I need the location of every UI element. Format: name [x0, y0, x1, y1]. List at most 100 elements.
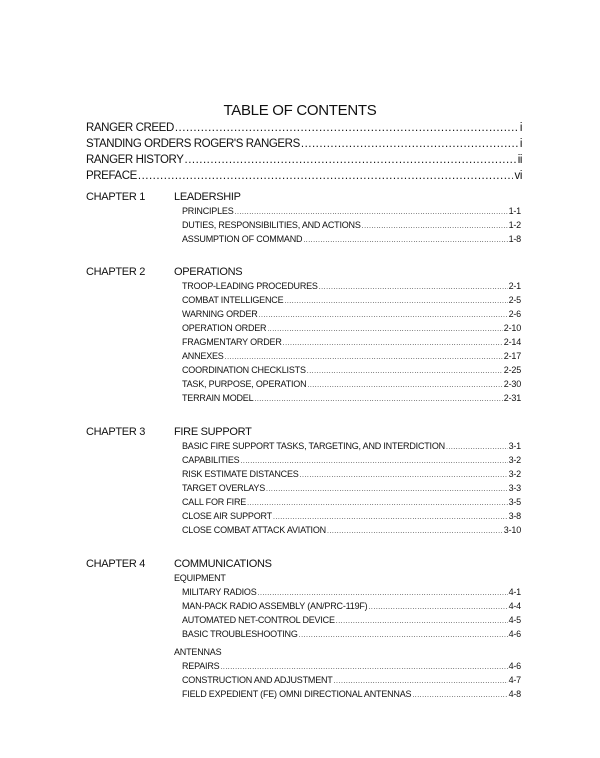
dot-leader: [235, 209, 508, 216]
toc-entry[interactable]: CLOSE COMBAT ATTACK AVIATION 3-10: [182, 525, 521, 535]
toc-entry[interactable]: CAPABILITIES 3-2: [182, 455, 521, 465]
toc-entry[interactable]: TERRAIN MODEL 2-31: [182, 393, 521, 403]
chapter-title[interactable]: OPERATIONS: [174, 266, 243, 278]
entry-page: 2-17: [503, 351, 521, 361]
entry-page: 1-1: [508, 206, 521, 216]
entry-page: 4-6: [508, 629, 521, 639]
entry-label: RANGER HISTORY: [86, 154, 184, 166]
entry-page: 2-10: [503, 323, 521, 333]
dot-leader: [254, 396, 502, 403]
dot-leader: [334, 678, 508, 685]
entry-label: TERRAIN MODEL: [182, 393, 254, 403]
dot-leader: [336, 618, 508, 625]
dot-leader: [273, 514, 508, 521]
toc-entry[interactable]: FIELD EXPEDIENT (FE) OMNI DIRECTIONAL AN…: [182, 689, 521, 699]
entry-label: ASSUMPTION OF COMMAND: [182, 234, 303, 244]
toc-entry[interactable]: CLOSE AIR SUPPORT 3-8: [182, 511, 521, 521]
toc-entry[interactable]: TASK, PURPOSE, OPERATION 2-30: [182, 379, 521, 389]
entry-label: REPAIRS: [182, 661, 220, 671]
toc-entry[interactable]: PREFACE vi: [86, 170, 522, 182]
toc-entry[interactable]: RANGER CREED i: [86, 122, 522, 134]
entry-page: i: [519, 138, 522, 150]
toc-entry[interactable]: COORDINATION CHECKLISTS 2-25: [182, 365, 521, 375]
dot-leader: [301, 138, 519, 150]
entry-page: 2-25: [503, 365, 521, 375]
toc-entry[interactable]: ASSUMPTION OF COMMAND 1-8: [182, 234, 521, 244]
entry-label: CLOSE AIR SUPPORT: [182, 511, 272, 521]
toc-entry[interactable]: CONSTRUCTION AND ADJUSTMENT 4-7: [182, 675, 521, 685]
entry-label: MAN-PACK RADIO ASSEMBLY (AN/PRC-119F): [182, 601, 368, 611]
toc-entry[interactable]: WARNING ORDER 2-6: [182, 309, 521, 319]
entry-page: 3-3: [508, 483, 521, 493]
entry-page: 4-6: [508, 661, 521, 671]
toc-entry[interactable]: DUTIES, RESPONSIBILITIES, AND ACTIONS 1-2: [182, 220, 521, 230]
dot-leader: [300, 472, 508, 479]
entry-label: CLOSE COMBAT ATTACK AVIATION: [182, 525, 326, 535]
dot-leader: [259, 312, 508, 319]
entry-page: 3-5: [508, 497, 521, 507]
dot-leader: [446, 444, 508, 451]
toc-entry[interactable]: BASIC FIRE SUPPORT TASKS, TARGETING, AND…: [182, 441, 521, 451]
entry-label: ANNEXES: [182, 351, 224, 361]
entry-page: 2-6: [508, 309, 521, 319]
chapter-title[interactable]: LEADERSHIP: [174, 191, 241, 203]
entry-label: OPERATION ORDER: [182, 323, 267, 333]
dot-leader: [307, 382, 502, 389]
dot-leader: [303, 237, 507, 244]
entry-label: CONSTRUCTION AND ADJUSTMENT: [182, 675, 333, 685]
entry-label: STANDING ORDERS ROGER'S RANGERS: [86, 138, 300, 150]
entry-label: AUTOMATED NET-CONTROL DEVICE: [182, 615, 335, 625]
entry-page: 3-2: [508, 469, 521, 479]
entry-label: BASIC FIRE SUPPORT TASKS, TARGETING, AND…: [182, 441, 445, 451]
entry-page: 3-10: [503, 525, 521, 535]
entry-page: 2-1: [508, 281, 521, 291]
toc-entry[interactable]: MAN-PACK RADIO ASSEMBLY (AN/PRC-119F) 4-4: [182, 601, 521, 611]
chapter-title[interactable]: COMMUNICATIONS: [174, 558, 272, 570]
entry-page: i: [519, 122, 522, 134]
entry-label: WARNING ORDER: [182, 309, 258, 319]
toc-entry[interactable]: STANDING ORDERS ROGER'S RANGERS i: [86, 138, 522, 150]
entry-label: MILITARY RADIOS: [182, 587, 257, 597]
entry-label: DUTIES, RESPONSIBILITIES, AND ACTIONS: [182, 220, 361, 230]
dot-leader: [220, 664, 507, 671]
dot-leader: [225, 354, 503, 361]
toc-entry[interactable]: OPERATION ORDER 2-10: [182, 323, 521, 333]
dot-leader: [185, 154, 517, 166]
chapter-title[interactable]: FIRE SUPPORT: [174, 426, 252, 438]
toc-entry[interactable]: TARGET OVERLAYS 3-3: [182, 483, 521, 493]
toc-entry[interactable]: MILITARY RADIOS 4-1: [182, 587, 521, 597]
dot-leader: [319, 284, 508, 291]
page-title: TABLE OF CONTENTS: [223, 102, 377, 119]
dot-leader: [267, 326, 502, 333]
entry-page: 4-1: [508, 587, 521, 597]
toc-entry[interactable]: CALL FOR FIRE 3-5: [182, 497, 521, 507]
entry-label: CALL FOR FIRE: [182, 497, 247, 507]
toc-entry[interactable]: AUTOMATED NET-CONTROL DEVICE 4-5: [182, 615, 521, 625]
toc-entry[interactable]: FRAGMENTARY ORDER 2-14: [182, 337, 521, 347]
entry-label: TROOP-LEADING PROCEDURES: [182, 281, 318, 291]
dot-leader: [284, 298, 507, 305]
entry-label: CAPABILITIES: [182, 455, 240, 465]
entry-page: 3-2: [508, 455, 521, 465]
dot-leader: [283, 340, 503, 347]
toc-entry[interactable]: REPAIRS 4-6: [182, 661, 521, 671]
entry-page: 4-5: [508, 615, 521, 625]
toc-entry[interactable]: BASIC TROUBLESHOOTING 4-6: [182, 629, 521, 639]
entry-page: vi: [514, 170, 522, 182]
toc-entry[interactable]: PRINCIPLES 1-1: [182, 206, 521, 216]
dot-leader: [247, 500, 507, 507]
dot-leader: [258, 590, 508, 597]
toc-entry[interactable]: ANNEXES 2-17: [182, 351, 521, 361]
entry-page: 1-8: [508, 234, 521, 244]
entry-label: TASK, PURPOSE, OPERATION: [182, 379, 307, 389]
dot-leader: [368, 604, 507, 611]
toc-entry[interactable]: COMBAT INTELLIGENCE 2-5: [182, 295, 521, 305]
chapter-number: CHAPTER 2: [86, 266, 146, 278]
toc-entry[interactable]: TROOP-LEADING PROCEDURES 2-1: [182, 281, 521, 291]
toc-entry[interactable]: RISK ESTIMATE DISTANCES 3-2: [182, 469, 521, 479]
chapter-number: CHAPTER 1: [86, 191, 146, 203]
dot-leader: [307, 368, 503, 375]
entry-page: ii: [517, 154, 522, 166]
section-heading: ANTENNAS: [174, 647, 222, 657]
toc-entry[interactable]: RANGER HISTORY ii: [86, 154, 522, 166]
